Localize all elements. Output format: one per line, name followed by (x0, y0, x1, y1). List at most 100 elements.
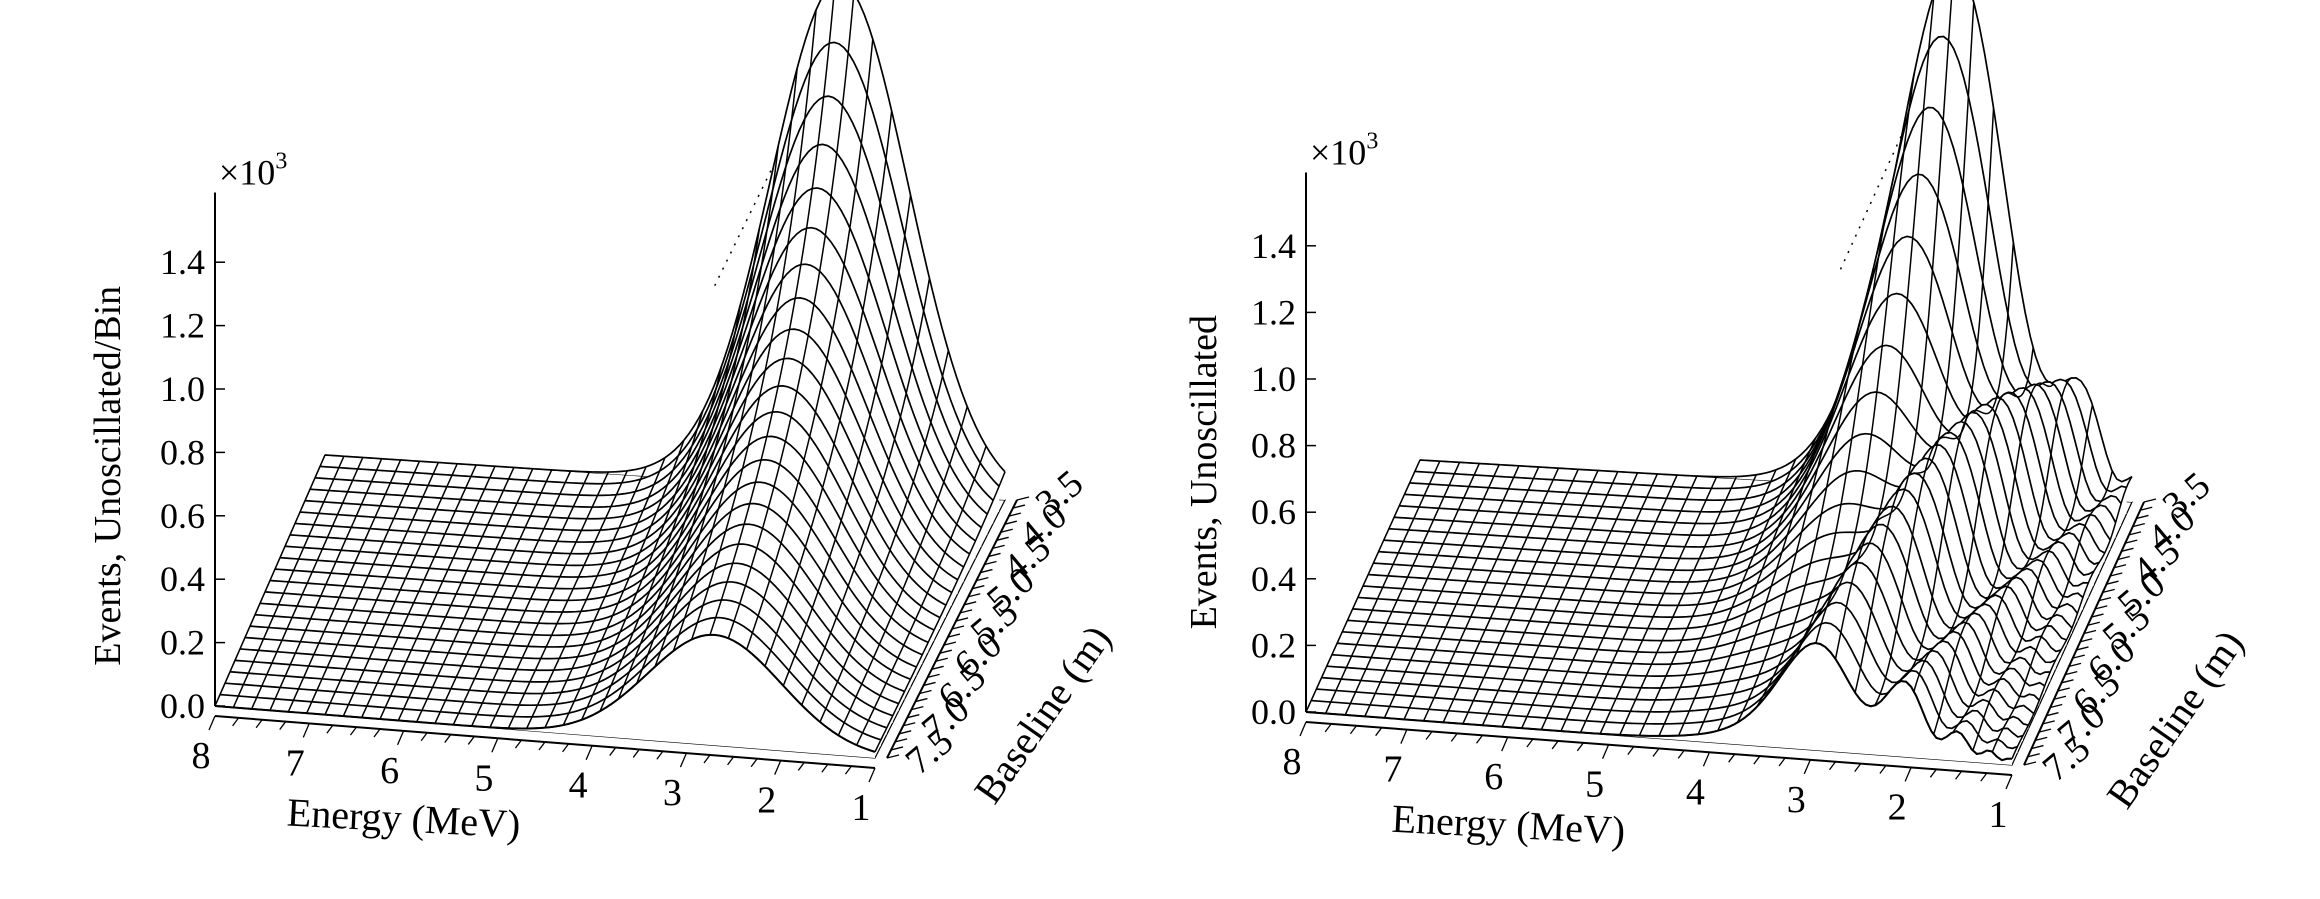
baseline-tick (907, 714, 920, 719)
z-tick-label: 0.0 (1251, 692, 1296, 732)
mesh-line-energy (1854, 2, 1975, 693)
mesh-line-energy (1599, 476, 1718, 735)
mesh-line-energy (379, 465, 496, 720)
energy-tick (1828, 761, 1837, 771)
mesh-line-energy (1795, 72, 1916, 656)
energy-tick (1904, 767, 1912, 782)
mesh-line-energy (1305, 459, 1421, 713)
energy-tick (1425, 731, 1433, 740)
baseline-tick (2125, 539, 2138, 544)
scale-label: ×103 (1310, 129, 1378, 173)
baseline-tick (2080, 638, 2093, 643)
baseline-tick (915, 697, 928, 703)
energy-tick (279, 721, 287, 730)
baseline-tick (2110, 572, 2123, 577)
baseline-tick (2121, 547, 2134, 552)
energy-tick (1576, 742, 1584, 752)
baseline-tick (2072, 654, 2085, 659)
mesh-line-energy (214, 454, 326, 707)
mesh-line-energy (782, 195, 912, 687)
mesh-line-energy (434, 469, 553, 724)
baseline-tick (903, 722, 916, 727)
baseline-tick (947, 633, 961, 638)
mesh-line-energy (1364, 463, 1481, 717)
energy-tick (1501, 736, 1509, 752)
mesh-line-energy (360, 464, 477, 718)
baseline-tick (927, 673, 940, 679)
energy-tick-label: 1 (852, 787, 871, 829)
energy-tick (797, 762, 805, 771)
baseline-tick (2095, 605, 2108, 610)
baseline-tick (1016, 496, 1030, 501)
mesh-line-energy (1579, 475, 1698, 733)
energy-tick-label: 1 (1989, 794, 2008, 836)
energy-tick (1955, 770, 1963, 780)
energy-tick-label: 3 (663, 772, 682, 814)
mesh-line-energy (525, 466, 647, 729)
mesh-line-energy (562, 439, 685, 726)
energy-tick (1475, 734, 1484, 744)
baseline-tick (2031, 744, 2044, 750)
z-tick-label: 1.4 (1251, 226, 1296, 266)
mesh-line-energy (1481, 470, 1599, 726)
mesh-line-energy (397, 467, 515, 721)
energy-tick (821, 763, 829, 773)
mesh-line-energy (819, 350, 950, 723)
baseline-tick (2076, 646, 2089, 651)
energy-tick-label: 6 (1484, 756, 1503, 798)
mesh-line-energy (232, 455, 345, 708)
z-tick-label: 0.2 (160, 623, 205, 663)
mesh-line-energy (654, 145, 780, 667)
mesh-line-energy (709, 0, 835, 636)
energy-tick (1854, 763, 1862, 773)
energy-tick-label: 8 (1283, 741, 1302, 783)
mesh-line-energy (1756, 268, 1876, 707)
mesh-line-energy (489, 471, 610, 728)
energy-tick (1400, 729, 1408, 744)
energy-tick (1349, 725, 1357, 735)
energy-tick (1778, 757, 1786, 767)
baseline-tick (2023, 761, 2037, 766)
energy-tick-label: 5 (1585, 764, 1604, 806)
mesh-line-energy (1383, 464, 1500, 719)
energy-tick (774, 760, 782, 775)
energy-tick-label: 6 (380, 750, 399, 792)
energy-tick (750, 758, 758, 768)
energy-tick (1375, 727, 1383, 737)
energy-tick (727, 756, 735, 766)
mesh-occluder (215, 634, 875, 758)
baseline-tick (2102, 588, 2115, 594)
baseline-tick (955, 617, 969, 622)
baseline-tick (2042, 720, 2055, 725)
mesh-line-energy (1717, 402, 1837, 732)
mesh-line-energy (507, 470, 628, 729)
energy-tick-label: 7 (286, 742, 305, 784)
mesh-line-energy (1344, 462, 1461, 716)
mesh-line-energy (452, 470, 572, 726)
mesh-line-energy (1913, 347, 2034, 692)
z-tick-label: 0.2 (1251, 625, 1296, 665)
mesh-line-energy (599, 365, 723, 712)
energy-tick (609, 747, 617, 756)
baseline-tick (2027, 753, 2040, 758)
baseline-tick (959, 609, 973, 614)
mesh-line-energy (1658, 469, 1777, 737)
mesh-line-energy (1815, 0, 1935, 644)
mesh-line-energy (1324, 460, 1441, 714)
baseline-tick (935, 657, 948, 662)
mesh-line-energy (342, 463, 458, 717)
mesh-line-energy (1442, 467, 1560, 723)
energy-tick (1980, 772, 1988, 782)
energy-tick (326, 724, 334, 734)
energy-tick-label: 2 (757, 780, 776, 822)
baseline-tick (2083, 629, 2097, 635)
y-axis-title: Events, Unoscillated (1183, 315, 1225, 629)
mesh-line-energy (690, 9, 817, 640)
baseline-tick (2136, 514, 2149, 520)
z-tick-label: 1.2 (1251, 292, 1296, 332)
baseline-tick (2091, 613, 2104, 618)
z-tick-label: 1.4 (160, 242, 205, 282)
mesh-line-energy (1932, 382, 2054, 735)
